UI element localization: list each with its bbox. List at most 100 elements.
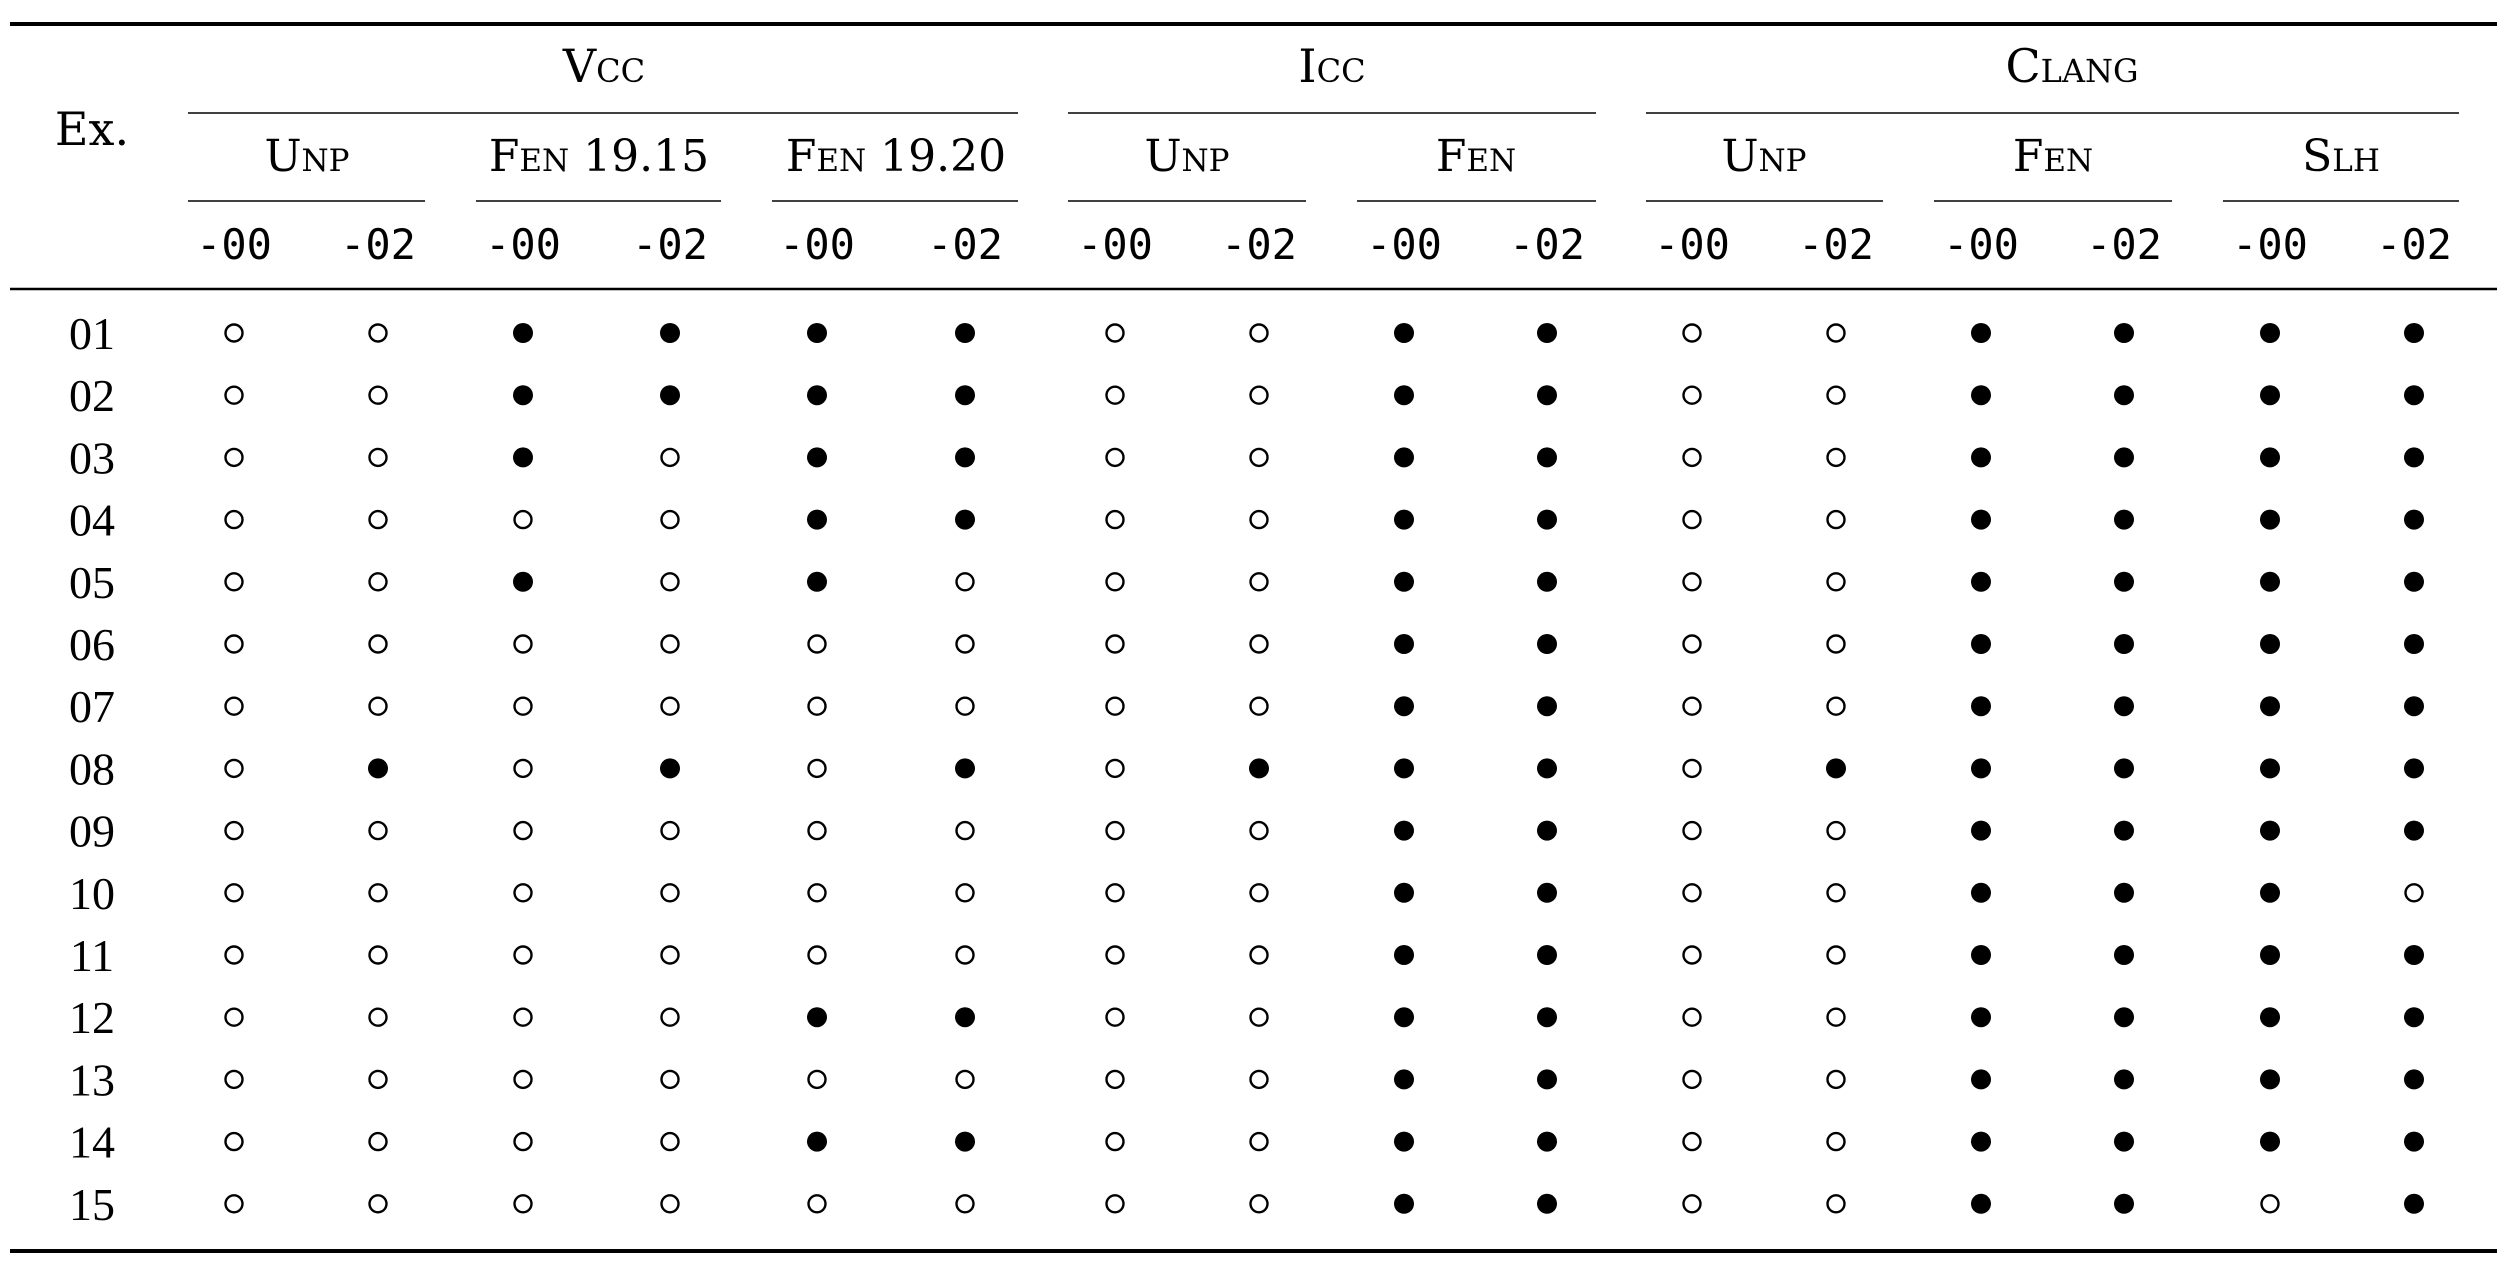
filled-circle-mark	[2114, 571, 2134, 592]
hollow-circle-mark	[1682, 509, 1702, 530]
hollow-circle-mark	[1249, 1194, 1269, 1214]
filled-circle-mark	[1971, 509, 1991, 530]
filled-circle-mark	[2114, 758, 2134, 779]
filled-circle-mark	[1394, 1193, 1414, 1214]
filled-circle-mark	[2404, 820, 2424, 841]
subgroup-header-icc-unp: Unp	[1144, 131, 1229, 182]
hollow-circle-mark	[224, 820, 244, 841]
filled-circle-mark	[1394, 509, 1414, 530]
hollow-circle-mark	[224, 1007, 244, 1027]
hollow-circle-mark	[368, 945, 388, 965]
filled-circle-mark	[1971, 634, 1991, 654]
hollow-circle-mark	[368, 509, 388, 530]
hollow-circle-mark	[1682, 883, 1702, 903]
leaf-column-header: -02	[2086, 220, 2162, 269]
filled-circle-mark	[2260, 882, 2280, 903]
hollow-circle-mark	[1826, 1194, 1846, 1214]
filled-circle-mark	[955, 385, 975, 406]
hollow-circle-mark	[368, 572, 388, 592]
hollow-circle-mark	[1826, 572, 1846, 592]
filled-circle-mark	[2404, 945, 2424, 965]
filled-circle-mark	[2260, 571, 2280, 592]
filled-circle-mark	[955, 447, 975, 468]
table-row: 02	[69, 370, 2424, 421]
hollow-circle-mark	[224, 758, 244, 779]
hollow-circle-mark	[1826, 696, 1846, 716]
filled-circle-mark	[2404, 1069, 2424, 1090]
row-label: 15	[69, 1179, 115, 1230]
filled-circle-mark	[807, 509, 827, 530]
hollow-circle-mark	[660, 1007, 680, 1027]
row-label: 01	[69, 308, 115, 359]
hollow-circle-mark	[955, 1194, 975, 1214]
table-row: 03	[69, 432, 2424, 483]
hollow-circle-mark	[368, 1131, 388, 1152]
filled-circle-mark	[2260, 758, 2280, 779]
filled-circle-mark	[2404, 1193, 2424, 1214]
hollow-circle-mark	[660, 883, 680, 903]
filled-circle-mark	[368, 758, 388, 779]
hollow-circle-mark	[368, 385, 388, 405]
hollow-circle-mark	[1249, 696, 1269, 716]
hollow-circle-mark	[1682, 323, 1702, 343]
hollow-circle-mark	[1105, 447, 1125, 468]
filled-circle-mark	[1971, 323, 1991, 343]
leaf-column-header: -00	[2232, 220, 2308, 269]
hollow-circle-mark	[955, 572, 975, 592]
hollow-circle-mark	[955, 696, 975, 716]
row-label: 02	[69, 370, 115, 421]
filled-circle-mark	[807, 1007, 827, 1028]
subgroup-header-vcc-fen-1915: Fen 19.15	[489, 131, 709, 182]
table-row: 10	[69, 868, 2424, 919]
row-label: 05	[69, 557, 115, 608]
filled-circle-mark	[2114, 1007, 2134, 1028]
row-label: 04	[69, 495, 115, 546]
filled-circle-mark	[1537, 820, 1557, 841]
leaf-column-header: -02	[2376, 220, 2452, 269]
hollow-circle-mark	[1249, 1069, 1269, 1090]
table-row: 04	[69, 495, 2424, 546]
hollow-circle-mark	[1249, 323, 1269, 343]
row-label: 07	[69, 681, 115, 732]
filled-circle-mark	[1537, 1193, 1557, 1214]
hollow-circle-mark	[224, 1194, 244, 1214]
filled-circle-mark	[2114, 820, 2134, 841]
table-row: 08	[69, 743, 2424, 794]
hollow-circle-mark	[1682, 447, 1702, 468]
subgroup-header-vcc-unp: Unp	[264, 131, 349, 182]
hollow-circle-mark	[2260, 1194, 2280, 1214]
hollow-circle-mark	[1249, 1007, 1269, 1027]
filled-circle-mark	[2260, 323, 2280, 343]
leaf-column-header: -02	[632, 220, 708, 269]
filled-circle-mark	[2404, 571, 2424, 592]
filled-circle-mark	[1971, 945, 1991, 965]
table-row: 05	[69, 557, 2424, 608]
hollow-circle-mark	[660, 1131, 680, 1152]
hollow-circle-mark	[1826, 634, 1846, 654]
filled-circle-mark	[2260, 385, 2280, 406]
hollow-circle-mark	[1826, 447, 1846, 468]
filled-circle-mark	[1971, 1131, 1991, 1152]
row-label: 08	[69, 743, 115, 794]
filled-circle-mark	[1537, 758, 1557, 779]
hollow-circle-mark	[1105, 634, 1125, 654]
filled-circle-mark	[2404, 1131, 2424, 1152]
filled-circle-mark	[660, 385, 680, 406]
hollow-circle-mark	[513, 509, 533, 530]
hollow-circle-mark	[1105, 323, 1125, 343]
filled-circle-mark	[2404, 509, 2424, 530]
hollow-circle-mark	[1105, 1131, 1125, 1152]
hollow-circle-mark	[1105, 883, 1125, 903]
filled-circle-mark	[1971, 1069, 1991, 1090]
hollow-circle-mark	[660, 447, 680, 468]
hollow-circle-mark	[807, 1194, 827, 1214]
hollow-circle-mark	[513, 1194, 533, 1214]
hollow-circle-mark	[807, 634, 827, 654]
hollow-circle-mark	[513, 820, 533, 841]
hollow-circle-mark	[224, 385, 244, 405]
hollow-circle-mark	[1682, 1069, 1702, 1090]
hollow-circle-mark	[224, 509, 244, 530]
filled-circle-mark	[2260, 1131, 2280, 1152]
